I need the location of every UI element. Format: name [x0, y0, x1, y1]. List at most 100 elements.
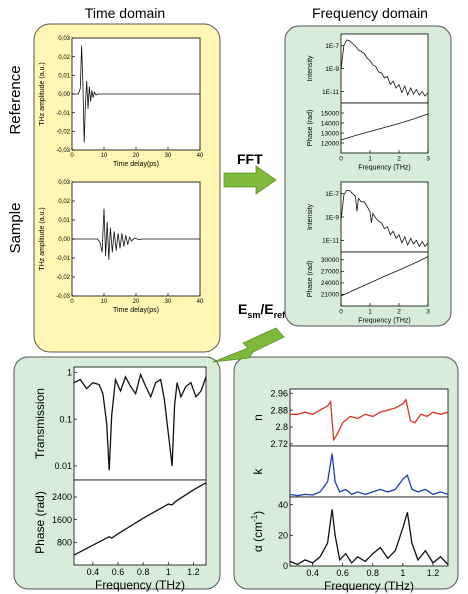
ref_phase-ytick-label: 15000 [321, 110, 339, 117]
frequency-domain-heading: Frequency domain [312, 5, 428, 21]
ylabel-sup: -1 [250, 515, 259, 522]
trans_phase-xtick-label: 1.2 [187, 567, 200, 577]
ref_intensity-ylabel: Intensity [307, 55, 314, 82]
refractive_index-ytick-label: 2.72 [270, 439, 288, 449]
absorption-xtick-label: 1.2 [427, 568, 440, 578]
ref_phase-ylabel: Phase (rad) [307, 110, 314, 147]
ref_phase-ytick-label: 14000 [321, 120, 339, 127]
time_reference-series-line [72, 45, 200, 143]
time_sample-xtick-label: 30 [165, 299, 172, 305]
time_reference-xtick-label: 10 [101, 153, 108, 159]
time_sample-ytick-label: 0,01 [58, 218, 70, 224]
absorption-plot-area [289, 496, 449, 567]
time_reference-xtick-label: 40 [197, 153, 204, 159]
chart-ref-phase: 12000 13000 14000 15000 0 1 2 3 Frequency (THz) P… [307, 102, 430, 172]
chart-transmission: 1 0.1 0.01 Transmission [33, 366, 207, 481]
smp_phase-ytick-label: 30000 [321, 257, 339, 264]
fft-label: FFT [237, 151, 263, 167]
absorption-xlabel: Frequency (THz) [324, 579, 414, 593]
trans_phase-xtick-label: 1 [166, 567, 171, 577]
smp_phase-series-line [340, 256, 429, 297]
ref_phase-xlabel: Frequency (THz) [358, 165, 411, 172]
reference-row-label: Reference [7, 65, 24, 134]
chart-time-reference: -0,03 -0,02 -0,01 0,00 0,01 0,02 0,03 0 10 20 30 40… [39, 36, 204, 168]
time_sample-ytick-label: -0,03 [56, 294, 70, 300]
trans_phase-ytick-label: 1600 [52, 515, 72, 525]
ref_phase-plot-area [340, 102, 429, 154]
ref_phase-ytick-label: 13000 [321, 130, 339, 137]
time_sample-ytick-label: 0,00 [58, 237, 70, 243]
transmission-ylabel: Transmission [33, 388, 47, 459]
time_sample-series-line [72, 208, 200, 260]
sample-row-label: Sample [7, 203, 24, 254]
ref_phase-xtick-label: 1 [368, 156, 372, 163]
extinction-plot-area [289, 445, 449, 498]
transmission-ytick-label: 0.1 [59, 414, 72, 424]
refractive_index-ylabel: n [251, 414, 265, 421]
trans_phase-xtick-label: 0.8 [137, 567, 150, 577]
time_sample-ytick-label: -0,01 [56, 256, 70, 262]
chart-time-sample: -0,03 -0,02 -0,01 0,00 0,01 0,02 0,03 0 10 20 30 40… [39, 180, 204, 314]
ref_phase-xtick-label: 3 [426, 156, 430, 163]
trans_phase-ylabel: Phase (rad) [33, 491, 47, 554]
trans_phase-ytick-label: 800 [57, 537, 72, 547]
refractive_index-ytick-label: 2.96 [270, 388, 288, 398]
chart-smp-intensity: 1E-7 1E-9 1E-11 Intensity [307, 181, 429, 253]
smp_phase-ytick-label: 27000 [321, 269, 339, 276]
trans_phase-plot-area [73, 479, 207, 566]
absorption-xtick-label: 1 [400, 568, 405, 578]
ratio-arrow [212, 327, 285, 363]
time_reference-ytick-label: -0,02 [56, 129, 70, 135]
time_reference-xtick-label: 30 [165, 153, 172, 159]
fft-arrow [223, 165, 277, 195]
smp_phase-xtick-label: 3 [426, 309, 430, 316]
chart-ref-intensity: 1E-7 1E-9 1E-11 Intensity [307, 33, 429, 104]
smp_phase-ytick-label: 21000 [321, 292, 339, 299]
extinction-ylabel: k [251, 468, 265, 475]
time_reference-xlabel: Time delay(ps) [113, 161, 159, 168]
refractive_index-ytick-label: 2.88 [270, 405, 288, 415]
chart-extinction: k [251, 445, 449, 498]
extinction-series-line [289, 453, 449, 497]
smp_phase-xtick-label: 0 [339, 309, 343, 316]
time_sample-ylabel: THz amplitude (a.u.) [39, 207, 46, 270]
smp_phase-ytick-label: 24000 [321, 280, 339, 287]
ratio-e: E [238, 301, 247, 317]
time_sample-ytick-label: 0,02 [58, 199, 70, 205]
refractive_index-plot-area [289, 388, 449, 447]
time_reference-ytick-label: 0,01 [58, 73, 70, 79]
trans_phase-xtick-label: 0.4 [87, 567, 100, 577]
chart-absorption: 0 20 40 0.4 0.6 0.8 1 1.2 Frequency (THz) α (cm-1… [250, 496, 449, 593]
smp_phase-xtick-label: 2 [397, 309, 401, 316]
ref_phase-xtick-label: 0 [339, 156, 343, 163]
absorption-ytick-label: 40 [278, 500, 288, 510]
time_sample-xtick-label: 0 [70, 299, 74, 305]
ratio-slash-e: /E [260, 301, 273, 317]
smp_phase-xlabel: Frequency (THz) [358, 318, 411, 325]
time_sample-xtick-label: 20 [133, 299, 140, 305]
ref_intensity-ytick-label: 1E-9 [325, 66, 339, 73]
time_reference-xtick-label: 0 [70, 153, 74, 159]
absorption-series-line [289, 509, 449, 566]
refractive_index-ytick-label: 2.8 [275, 422, 288, 432]
absorption-xtick-label: 0.4 [306, 568, 319, 578]
time_reference-ytick-label: 0,00 [58, 92, 70, 98]
time_sample-xlabel: Time delay(ps) [113, 307, 159, 314]
ref_phase-xtick-label: 2 [397, 156, 401, 163]
time_reference-ytick-label: 0,02 [58, 55, 70, 61]
refractive_index-series-line [290, 398, 449, 442]
trans_phase-xlabel: Frequency (THz) [95, 578, 185, 592]
absorption-xtick-label: 0.8 [367, 568, 380, 578]
ylabel-main: α (cm [251, 522, 265, 552]
time_reference-ytick-label: -0,03 [56, 148, 70, 154]
time_reference-ytick-label: -0,01 [56, 111, 70, 117]
transmission-ytick-label: 0.01 [54, 461, 72, 471]
ratio-label: Esm/Eref [238, 301, 286, 320]
time_reference-ytick-label: 0,03 [58, 36, 70, 42]
smp_intensity-plot-area [340, 181, 429, 253]
ylabel-end: ) [251, 511, 265, 515]
time-domain-heading: Time domain [85, 5, 165, 21]
transmission-ytick-label: 1 [67, 367, 72, 377]
smp_phase-plot-area [340, 251, 429, 307]
